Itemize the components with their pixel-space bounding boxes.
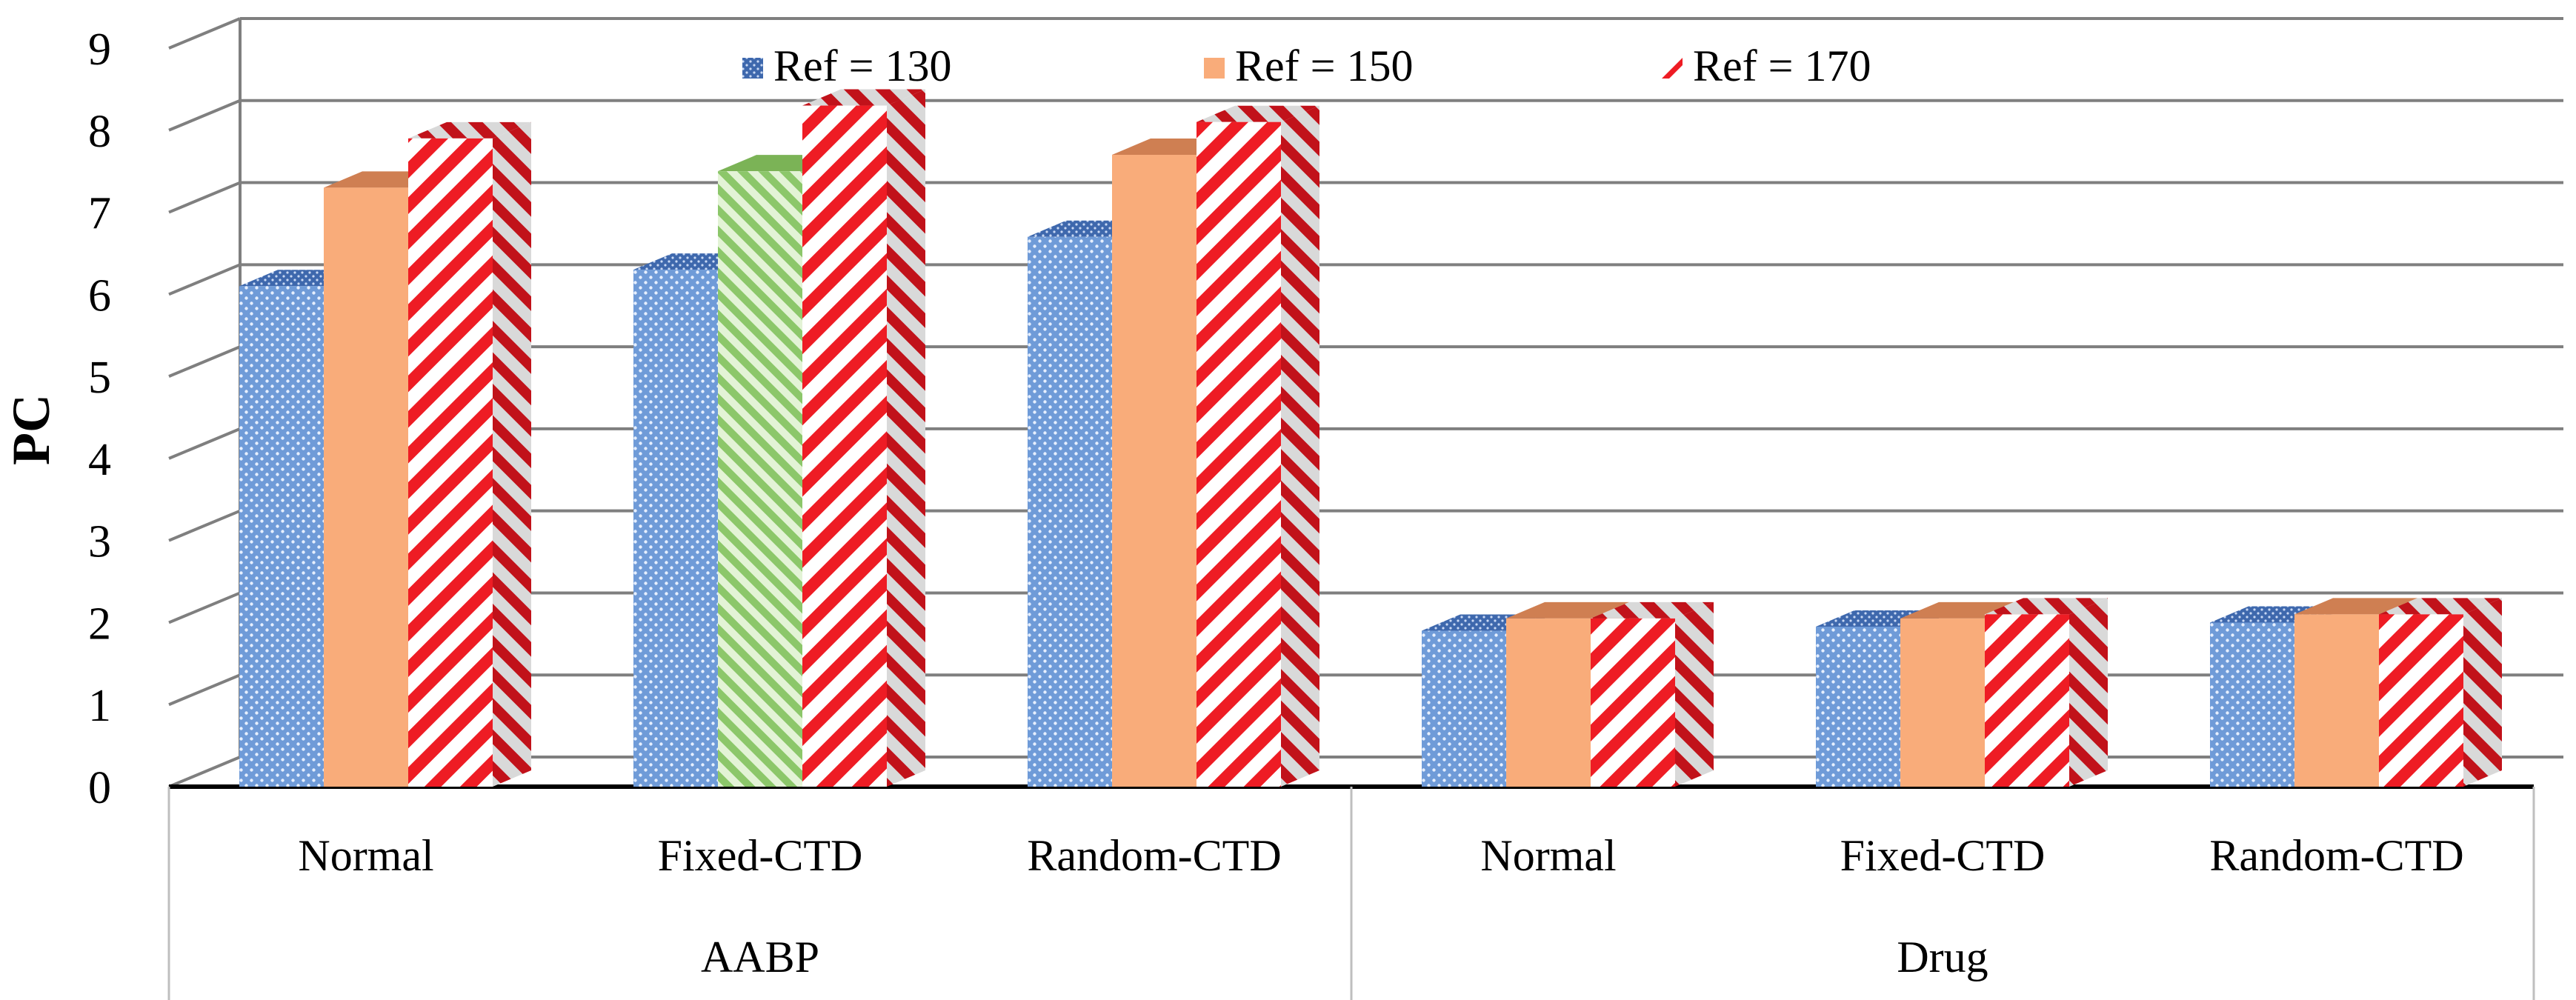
- bar-front: [2379, 614, 2463, 787]
- gridline-wall: [168, 756, 241, 788]
- bar-front: [1985, 614, 2069, 787]
- bar-top: [1506, 601, 1629, 619]
- bar-ref-170: [408, 121, 531, 787]
- bar-front: [1028, 236, 1112, 787]
- y-tick-label: 4: [88, 435, 111, 485]
- bar-top: [1591, 601, 1714, 619]
- bar-top: [2294, 598, 2417, 615]
- bar-side: [1281, 105, 1319, 787]
- grid-layer: [168, 17, 2563, 788]
- bar-ref-170: [1985, 598, 2108, 787]
- x-category-label: Random-CTD: [1027, 831, 1281, 880]
- bar-front: [1506, 618, 1591, 787]
- bar-side: [887, 89, 925, 787]
- axes-layer: [167, 784, 2535, 1000]
- x-group-label: AABP: [701, 933, 819, 981]
- bar-ref-170: [1591, 601, 1714, 787]
- bar-ref-170: [802, 89, 925, 787]
- bar-top: [2379, 598, 2502, 615]
- bar-front: [408, 138, 493, 787]
- bar-top: [408, 121, 531, 139]
- bar-front: [1422, 630, 1506, 787]
- bar-top: [802, 89, 925, 106]
- x-category-label: Normal: [298, 831, 433, 880]
- x-category-label: Normal: [1480, 831, 1616, 880]
- bar-top: [1197, 105, 1319, 122]
- legend-swatch-ref-170: [1662, 58, 1683, 79]
- bar-front: [2294, 614, 2379, 787]
- y-tick-label: 2: [88, 599, 111, 649]
- y-tick-label: 0: [88, 763, 111, 813]
- gridline-wall: [168, 509, 241, 542]
- bar-front: [1197, 121, 1281, 787]
- y-axis-label: PC: [1, 394, 61, 465]
- gridline-wall: [168, 673, 241, 707]
- gridline-wall: [168, 345, 241, 378]
- x-group-label: Drug: [1897, 933, 1988, 981]
- bar-front: [1591, 618, 1675, 787]
- y-tick-label: 6: [88, 270, 111, 321]
- labels-layer: 0 1 2 3 4 5 6 7 8 9 Normal Fixed-CTD Random-CTD Norma…: [88, 24, 2464, 981]
- gridline-wall: [168, 591, 241, 624]
- bar-side: [1675, 601, 1714, 787]
- bar-ref-170: [2379, 598, 2502, 787]
- bar-side: [2463, 598, 2502, 787]
- bars-layer: [239, 89, 2502, 787]
- bar-front: [1816, 626, 1900, 787]
- legend-label-ref-150: Ref = 150: [1235, 41, 1413, 90]
- gridline-wall: [168, 181, 241, 214]
- y-tick-label: 3: [88, 517, 111, 567]
- legend-label-ref-170: Ref = 170: [1693, 41, 1871, 90]
- bar-front: [802, 105, 887, 787]
- bar-front: [324, 187, 408, 787]
- bar-front: [633, 270, 718, 787]
- gridline-wall: [168, 99, 241, 132]
- y-tick-label: 5: [88, 353, 111, 403]
- y-tick-label: 1: [88, 681, 111, 731]
- legend-swatch-ref-130: [742, 58, 763, 79]
- y-tick-label: 7: [88, 189, 111, 239]
- y-tick-label: 8: [88, 107, 111, 157]
- gridline-wall: [168, 263, 241, 296]
- legend: Ref = 130 Ref = 150 Ref = 170: [742, 41, 1871, 90]
- bar-side: [2069, 598, 2108, 787]
- x-category-label: Random-CTD: [2209, 831, 2463, 880]
- x-category-label: Fixed-CTD: [658, 831, 863, 880]
- bar-side: [493, 121, 531, 787]
- bar-top: [1985, 598, 2108, 615]
- bar-front: [718, 171, 802, 787]
- bar-ref-170: [1197, 105, 1319, 787]
- legend-label-ref-130: Ref = 130: [773, 41, 951, 90]
- bar-front: [1900, 618, 1985, 787]
- bar-front: [239, 286, 324, 787]
- legend-swatch-ref-150: [1204, 58, 1225, 79]
- gridline-wall: [168, 17, 241, 50]
- gridline-wall: [168, 427, 241, 460]
- y-tick-label: 9: [88, 24, 111, 75]
- bar-front: [1112, 155, 1197, 787]
- bar-front: [2210, 622, 2294, 787]
- x-category-label: Fixed-CTD: [1840, 831, 2046, 880]
